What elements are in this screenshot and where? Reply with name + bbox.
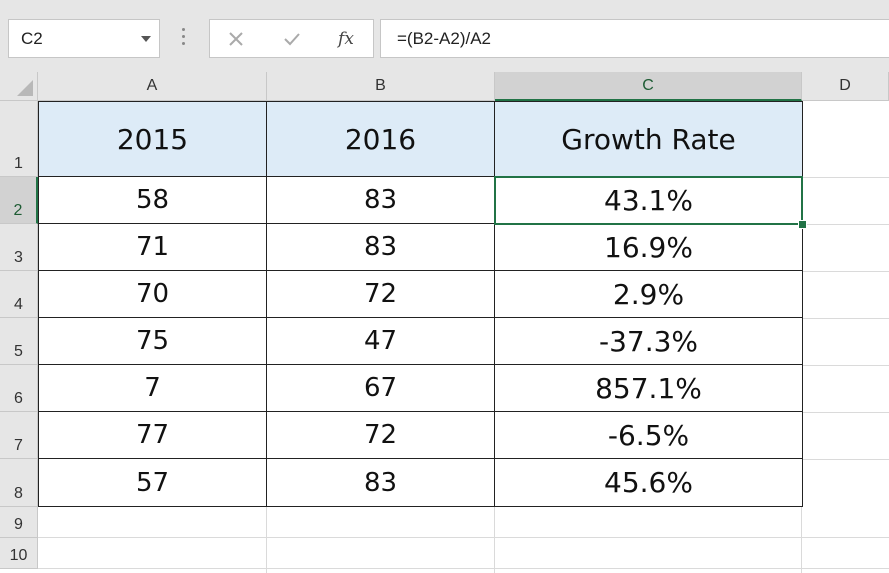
cell-a1[interactable]: 2015 [38,101,267,177]
gridline [802,224,889,225]
cell-selection-border [494,176,803,225]
column-header-a[interactable]: A [38,72,267,101]
cell-a8[interactable]: 57 [38,458,267,507]
row-header-8[interactable]: 8 [0,459,38,507]
cell-a4[interactable]: 70 [38,270,267,318]
cell-c1[interactable]: Growth Rate [494,101,803,177]
gridline [802,271,889,272]
cell-b3[interactable]: 83 [266,223,495,271]
cell-a2[interactable]: 58 [38,176,267,224]
cell-c8[interactable]: 45.6% [494,458,803,507]
check-icon[interactable] [278,26,306,52]
gridline [38,568,889,569]
gridline [802,459,889,460]
row-header-10[interactable]: 10 [0,538,38,569]
cell-c4[interactable]: 2.9% [494,270,803,318]
drag-handle-icon[interactable] [182,28,186,48]
row-header-3[interactable]: 3 [0,224,38,271]
fill-handle[interactable] [798,220,807,229]
close-icon[interactable] [222,26,250,52]
cell-b7[interactable]: 72 [266,411,495,459]
spreadsheet-grid: A B C D 1 2 3 4 5 6 7 8 9 10 2015 2016 Gro… [0,72,889,573]
column-header-d[interactable]: D [802,72,889,101]
cell-a6[interactable]: 7 [38,364,267,412]
row-header-4[interactable]: 4 [0,271,38,318]
gridline [494,507,495,573]
cell-c7[interactable]: -6.5% [494,411,803,459]
cell-c6[interactable]: 857.1% [494,364,803,412]
row-header-1[interactable]: 1 [0,101,38,177]
column-header-c[interactable]: C [495,72,802,101]
cell-b1[interactable]: 2016 [266,101,495,177]
cell-b4[interactable]: 72 [266,270,495,318]
gridline [802,318,889,319]
name-box[interactable]: C2 [8,19,160,58]
formula-input[interactable]: =(B2-A2)/A2 [380,19,889,58]
gridline [266,507,267,573]
name-box-value: C2 [21,29,43,48]
gridline [802,177,889,178]
select-all-button[interactable] [0,72,38,101]
gridline [802,412,889,413]
gridline [802,365,889,366]
gridline [801,507,802,573]
cell-b8[interactable]: 83 [266,458,495,507]
cell-a7[interactable]: 77 [38,411,267,459]
chevron-down-icon[interactable] [141,36,151,42]
row-header-6[interactable]: 6 [0,365,38,412]
cell-b5[interactable]: 47 [266,317,495,365]
row-header-7[interactable]: 7 [0,412,38,459]
formula-bar-area: C2 fx =(B2-A2)/A2 [0,0,889,72]
cell-c5[interactable]: -37.3% [494,317,803,365]
cell-b6[interactable]: 67 [266,364,495,412]
formula-buttons: fx [209,19,374,58]
row-header-5[interactable]: 5 [0,318,38,365]
row-header-2[interactable]: 2 [0,177,38,224]
gridline [38,537,889,538]
insert-function-button[interactable]: fx [338,29,354,49]
column-header-b[interactable]: B [267,72,495,101]
formula-text: =(B2-A2)/A2 [397,29,492,48]
cell-c3[interactable]: 16.9% [494,223,803,271]
cell-a5[interactable]: 75 [38,317,267,365]
cell-b2[interactable]: 83 [266,176,495,224]
row-header-9[interactable]: 9 [0,507,38,538]
cell-a3[interactable]: 71 [38,223,267,271]
